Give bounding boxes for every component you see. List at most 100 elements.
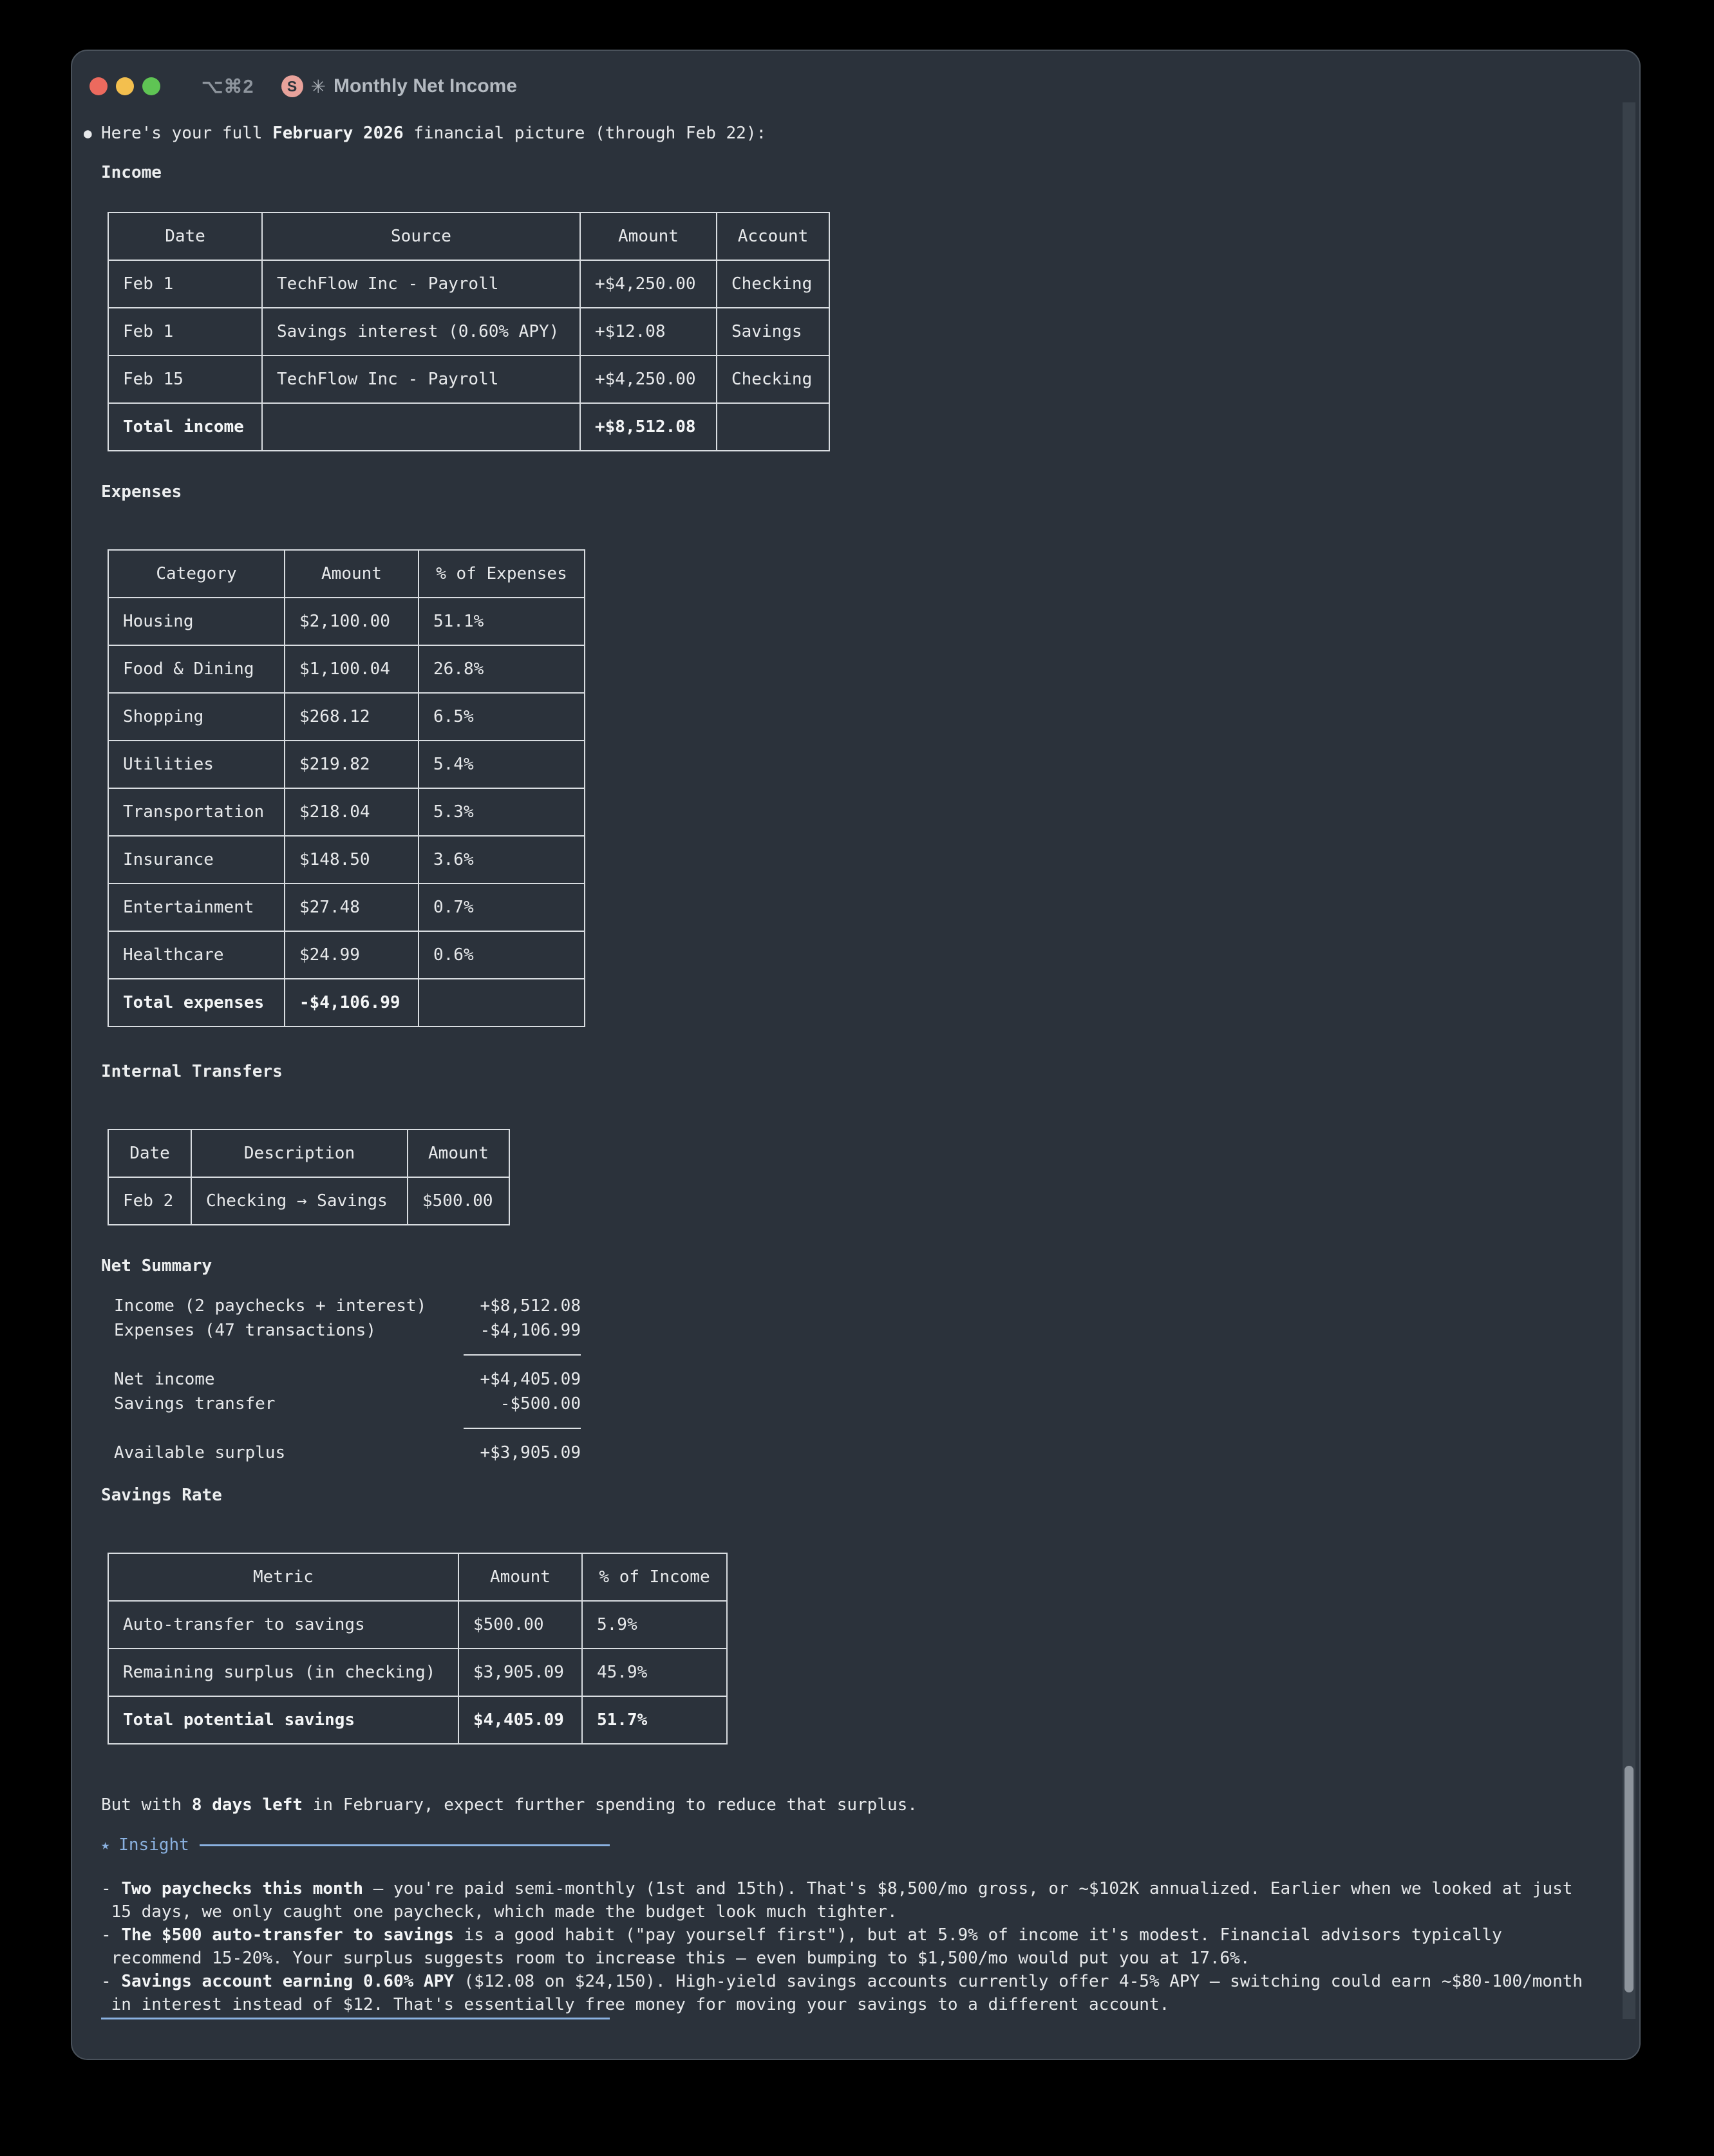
terminal-content: ● Here's your full February 2026 financi… xyxy=(72,122,1639,2019)
table-cell: 51.7% xyxy=(581,1696,728,1745)
column-header: % of Expenses xyxy=(418,549,585,598)
response-bullet-icon: ● xyxy=(84,126,92,141)
table-cell: 5.9% xyxy=(581,1600,728,1649)
insight-bottom-rule xyxy=(101,2018,610,2019)
table-cell: Feb 2 xyxy=(108,1177,192,1225)
table-cell: TechFlow Inc - Payroll xyxy=(261,260,581,308)
table-cell: Savings xyxy=(716,307,830,356)
minimize-button[interactable] xyxy=(116,77,134,95)
column-header: Description xyxy=(191,1129,408,1178)
insight-header: ★ Insight xyxy=(101,1833,610,1857)
summary-line: Income (2 paychecks + interest) +$8,512.0… xyxy=(114,1294,581,1318)
table-row: Transportation $218.04 5.3% xyxy=(108,788,585,837)
table-cell: Auto-transfer to savings xyxy=(108,1600,459,1649)
keyboard-shortcut-label: ⌥⌘2 xyxy=(202,76,254,97)
text: in February, expect further spending to … xyxy=(303,1795,918,1815)
summary-label: Expenses (47 transactions) xyxy=(114,1321,376,1340)
window-title: Monthly Net Income xyxy=(334,75,518,97)
insight-item: - The $500 auto-transfer to savings is a… xyxy=(101,1924,1610,1970)
summary-rule xyxy=(464,1428,581,1429)
text: is a good habit ("pay yourself first"), … xyxy=(111,1925,1502,1968)
table-cell: Total income xyxy=(108,402,263,451)
text: - xyxy=(101,1972,122,1991)
text: But with xyxy=(101,1795,192,1815)
table-cell: Savings interest (0.60% APY) xyxy=(261,307,581,356)
summary-value: +$8,512.08 xyxy=(480,1296,581,1316)
section-heading-income: Income xyxy=(101,163,162,182)
net-summary-block: Income (2 paychecks + interest) +$8,512.0… xyxy=(114,1294,581,1465)
insight-item: - Savings account earning 0.60% APY ($12… xyxy=(101,1970,1610,2016)
table-cell: Total potential savings xyxy=(108,1696,459,1745)
section-heading-expenses: Expenses xyxy=(101,482,182,502)
table-row: Total expenses -$4,106.99 xyxy=(108,978,585,1027)
income-table: Date Source Amount Account Feb 1 TechFlow Inc… xyxy=(108,212,830,451)
table-cell: $219.82 xyxy=(284,740,419,789)
column-header: Date xyxy=(108,212,263,261)
table-cell: $3,905.09 xyxy=(458,1648,583,1697)
table-cell: Healthcare xyxy=(108,931,285,979)
table-row: Total potential savings $4,405.09 51.7% xyxy=(108,1696,728,1745)
table-cell: Insurance xyxy=(108,835,285,884)
table-cell: 6.5% xyxy=(418,692,585,741)
summary-value: +$4,405.09 xyxy=(480,1370,581,1389)
surplus-note: But with 8 days left in February, expect… xyxy=(101,1793,1610,1817)
column-header: Source xyxy=(261,212,581,261)
table-cell: Checking xyxy=(716,355,830,404)
table-cell: Utilities xyxy=(108,740,285,789)
table-cell xyxy=(716,402,830,451)
table-cell: 5.3% xyxy=(418,788,585,837)
summary-line: Savings transfer -$500.00 xyxy=(114,1392,581,1416)
table-cell: $218.04 xyxy=(284,788,419,837)
table-cell: $27.48 xyxy=(284,883,419,932)
table-cell: -$4,106.99 xyxy=(284,978,419,1027)
summary-rule-row xyxy=(114,1416,581,1441)
table-row: Remaining surplus (in checking) $3,905.09… xyxy=(108,1648,728,1697)
table-cell: $1,100.04 xyxy=(284,645,419,694)
table-cell: 26.8% xyxy=(418,645,585,694)
summary-value: -$4,106.99 xyxy=(480,1321,581,1340)
table-row: Feb 15 TechFlow Inc - Payroll +$4,250.00 Ch… xyxy=(108,355,830,404)
table-cell: 45.9% xyxy=(581,1648,728,1697)
terminal-window: ⌥⌘2 S ✳ Monthly Net Income ● Here's your… xyxy=(71,50,1641,2060)
header-row: Date Source Amount Account xyxy=(108,212,830,261)
summary-line: Net income +$4,405.09 xyxy=(114,1367,581,1392)
session-badge-icon: S xyxy=(281,75,303,97)
bold-text: The $500 auto-transfer to savings xyxy=(121,1925,454,1945)
table-row: Feb 1 TechFlow Inc - Payroll +$4,250.00 Che… xyxy=(108,260,830,308)
column-header: Date xyxy=(108,1129,192,1178)
table-cell: Total expenses xyxy=(108,978,285,1027)
table-cell: 5.4% xyxy=(418,740,585,789)
table-row: Utilities $219.82 5.4% xyxy=(108,740,585,789)
summary-value: +$3,905.09 xyxy=(480,1443,581,1462)
summary-label: Net income xyxy=(114,1370,215,1389)
table-row: Entertainment $27.48 0.7% xyxy=(108,883,585,932)
column-header: Amount xyxy=(579,212,717,261)
summary-rule-row xyxy=(114,1343,581,1367)
text: Here's your full xyxy=(101,124,273,143)
table-row: Shopping $268.12 6.5% xyxy=(108,692,585,741)
column-header: % of Income xyxy=(581,1553,728,1602)
table-row: Housing $2,100.00 51.1% xyxy=(108,597,585,646)
text: - xyxy=(101,1879,122,1898)
scrollbar-thumb[interactable] xyxy=(1625,1766,1634,1992)
bold-text: 8 days left xyxy=(191,1795,303,1815)
table-cell: +$12.08 xyxy=(579,307,717,356)
summary-value: -$500.00 xyxy=(500,1394,581,1414)
summary-line: Expenses (47 transactions) -$4,106.99 xyxy=(114,1318,581,1343)
insight-top-rule xyxy=(199,1844,610,1846)
table-cell: $500.00 xyxy=(407,1177,510,1225)
table-row: Feb 2 Checking → Savings $500.00 xyxy=(108,1177,510,1225)
scrollbar-track[interactable] xyxy=(1623,102,1635,2019)
column-header: Account xyxy=(716,212,830,261)
column-header: Metric xyxy=(108,1553,459,1602)
text: - xyxy=(101,1925,122,1945)
text: — you're paid semi-monthly (1st and 15th… xyxy=(111,1879,1573,1922)
intro-text: Here's your full February 2026 financial… xyxy=(101,122,766,145)
close-button[interactable] xyxy=(89,77,108,95)
header-row: Metric Amount% of Income xyxy=(108,1553,728,1602)
table-cell: +$4,250.00 xyxy=(579,260,717,308)
transfers-table: Date Description Amount Feb 2 Checking → Sav… xyxy=(108,1129,510,1225)
summary-line: Available surplus +$3,905.09 xyxy=(114,1441,581,1465)
zoom-button[interactable] xyxy=(142,77,160,95)
table-row: Food & Dining $1,100.04 26.8% xyxy=(108,645,585,694)
